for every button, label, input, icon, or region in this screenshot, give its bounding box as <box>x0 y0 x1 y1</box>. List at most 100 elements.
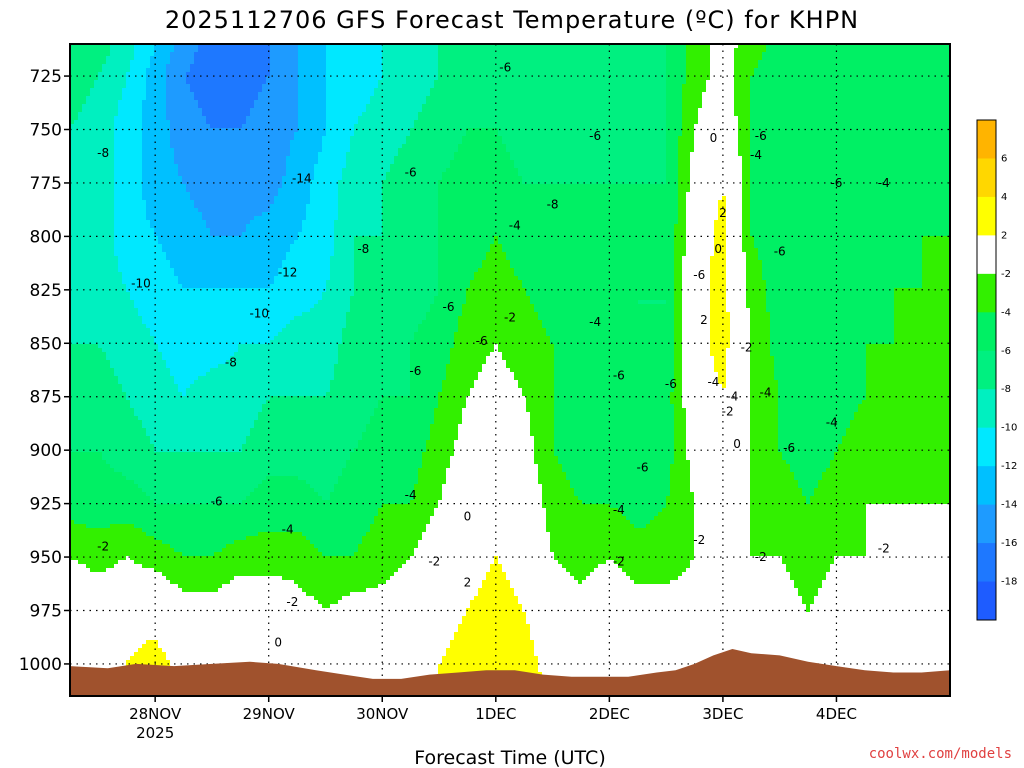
temperature-cell <box>174 332 179 337</box>
temperature-cell <box>170 600 175 605</box>
temperature-cell <box>138 356 143 361</box>
temperature-cell <box>182 652 187 657</box>
temperature-cell <box>186 468 191 473</box>
temperature-cell <box>78 348 83 353</box>
temperature-cell <box>190 160 195 165</box>
temperature-cell <box>150 248 155 253</box>
temperature-cell <box>130 60 135 65</box>
temperature-cell <box>114 576 119 581</box>
temperature-cell <box>150 596 155 601</box>
temperature-cell <box>114 212 119 217</box>
temperature-cell <box>90 348 95 353</box>
temperature-cell <box>146 336 151 341</box>
temperature-cell <box>178 412 183 417</box>
temperature-cell <box>102 64 107 69</box>
temperature-cell <box>158 240 163 245</box>
temperature-cell <box>118 104 123 109</box>
temperature-cell <box>138 324 143 329</box>
temperature-cell <box>114 632 119 637</box>
temperature-cell <box>150 260 155 265</box>
temperature-cell <box>142 216 147 221</box>
temperature-cell <box>102 412 107 417</box>
temperature-cell <box>142 100 147 105</box>
temperature-cell <box>174 108 179 113</box>
temperature-cell <box>98 480 103 485</box>
temperature-cell <box>78 480 83 485</box>
temperature-cell <box>170 100 175 105</box>
temperature-cell <box>158 504 163 509</box>
temperature-cell <box>94 472 99 477</box>
temperature-cell <box>174 520 179 525</box>
temperature-cell <box>182 456 187 461</box>
temperature-cell <box>142 328 147 333</box>
temperature-cell <box>82 656 87 661</box>
temperature-cell <box>150 564 155 569</box>
temperature-cell <box>130 132 135 137</box>
temperature-cell <box>150 380 155 385</box>
temperature-cell <box>166 84 171 89</box>
temperature-cell <box>150 236 155 241</box>
temperature-cell <box>74 364 79 369</box>
temperature-cell <box>146 312 151 317</box>
temperature-cell <box>130 488 135 493</box>
temperature-cell <box>86 576 91 581</box>
temperature-cell <box>186 620 191 625</box>
temperature-cell <box>150 408 155 413</box>
temperature-cell <box>134 416 139 421</box>
temperature-cell <box>138 524 143 529</box>
temperature-cell <box>106 368 111 373</box>
temperature-cell <box>166 272 171 277</box>
temperature-cell <box>86 404 91 409</box>
temperature-cell <box>138 180 143 185</box>
temperature-cell <box>114 380 119 385</box>
temperature-cell <box>78 68 83 73</box>
temperature-cell <box>150 540 155 545</box>
temperature-cell <box>162 488 167 493</box>
temperature-cell <box>170 592 175 597</box>
temperature-cell <box>114 444 119 449</box>
temperature-cell <box>98 648 103 653</box>
temperature-cell <box>174 568 179 573</box>
temperature-cell <box>118 304 123 309</box>
temperature-cell <box>98 84 103 89</box>
temperature-cell <box>114 172 119 177</box>
temperature-cell <box>122 264 127 269</box>
temperature-cell <box>182 52 187 57</box>
temperature-cell <box>82 368 87 373</box>
temperature-cell <box>118 496 123 501</box>
temperature-cell <box>122 536 127 541</box>
temperature-cell <box>170 528 175 533</box>
temperature-cell <box>118 400 123 405</box>
temperature-cell <box>82 52 87 57</box>
temperature-cell <box>106 180 111 185</box>
temperature-cell <box>150 400 155 405</box>
temperature-cell <box>182 472 187 477</box>
temperature-cell <box>166 224 171 229</box>
temperature-cell <box>78 140 83 145</box>
temperature-cell <box>186 404 191 409</box>
temperature-cell <box>86 224 91 229</box>
temperature-cell <box>98 332 103 337</box>
temperature-cell <box>118 316 123 321</box>
temperature-cell <box>146 420 151 425</box>
temperature-cell <box>182 160 187 165</box>
temperature-cell <box>74 644 79 649</box>
temperature-cell <box>122 388 127 393</box>
temperature-cell <box>98 92 103 97</box>
temperature-cell <box>178 324 183 329</box>
temperature-cell <box>186 96 191 101</box>
temperature-cell <box>74 384 79 389</box>
temperature-cell <box>94 640 99 645</box>
temperature-cell <box>126 360 131 365</box>
temperature-cell <box>90 564 95 569</box>
temperature-cell <box>82 416 87 421</box>
temperature-cell <box>94 596 99 601</box>
temperature-cell <box>186 480 191 485</box>
temperature-cell <box>146 592 151 597</box>
temperature-cell <box>182 256 187 261</box>
temperature-cell <box>74 496 79 501</box>
temperature-cell <box>90 468 95 473</box>
temperature-cell <box>126 252 131 257</box>
temperature-cell <box>106 292 111 297</box>
temperature-cell <box>142 336 147 341</box>
